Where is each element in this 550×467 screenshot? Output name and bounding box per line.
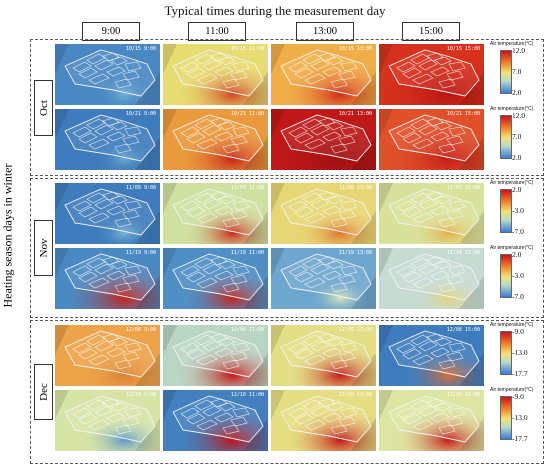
- thermal-map: 12/10 13:00: [271, 390, 376, 451]
- colorbar-tick-label: 2.0: [512, 153, 522, 162]
- month-label: Nov: [37, 238, 50, 258]
- map-timestamp: 10/21 13:00: [338, 111, 372, 117]
- map-timestamp: 12/08 13:00: [338, 327, 372, 333]
- legend-title: Air temperature(°C): [490, 106, 534, 112]
- month-label-box: Oct: [34, 79, 53, 136]
- month-group-dec: [30, 320, 544, 464]
- colorbar-tick-label: -3.0: [512, 271, 524, 280]
- thermal-map: 11/19 13:00: [271, 248, 376, 309]
- thermal-map: 11/09 15:00: [379, 183, 484, 244]
- legend-title: Air temperature(°C): [490, 322, 534, 328]
- thermal-map: 11/09 11:00: [163, 183, 268, 244]
- thermal-map: 12/08 15:00: [379, 325, 484, 386]
- colorbar-tick-label: 12.0: [512, 46, 526, 55]
- colorbar: [500, 189, 512, 233]
- colorbar-tick-label: 12.0: [512, 111, 526, 120]
- thermal-map: 10/21 11:00: [163, 109, 268, 170]
- colorbar: [500, 50, 512, 94]
- thermal-map: 12/08 13:00: [271, 325, 376, 386]
- map-timestamp: 11/19 9:00: [125, 250, 156, 256]
- time-header-2: 13:00: [296, 22, 354, 41]
- thermal-map: 10/21 9:00: [55, 109, 160, 170]
- colorbar-tick-label: -13.0: [512, 348, 528, 357]
- month-group-nov: [30, 178, 544, 318]
- legend-title: Air temperature(°C): [490, 387, 534, 393]
- month-label-box: Nov: [34, 220, 53, 276]
- map-timestamp: 12/10 11:00: [230, 392, 264, 398]
- month-group-oct: [30, 39, 544, 176]
- map-timestamp: 10/15 11:00: [230, 46, 264, 52]
- map-timestamp: 10/21 11:00: [230, 111, 264, 117]
- thermal-map: 12/08 9:00: [55, 325, 160, 386]
- thermal-map: 11/09 13:00: [271, 183, 376, 244]
- thermal-map: 10/15 9:00: [55, 44, 160, 105]
- map-timestamp: 10/21 15:00: [446, 111, 480, 117]
- map-timestamp: 11/19 11:00: [230, 250, 264, 256]
- thermal-map: 10/15 11:00: [163, 44, 268, 105]
- thermal-map: 11/09 9:00: [55, 183, 160, 244]
- thermal-map: 12/10 15:00: [379, 390, 484, 451]
- time-header-3: 15:00: [402, 22, 460, 41]
- colorbar-tick-label: -7.0: [512, 227, 524, 236]
- map-timestamp: 10/15 9:00: [125, 46, 156, 52]
- map-timestamp: 10/15 13:00: [338, 46, 372, 52]
- map-timestamp: 12/10 13:00: [338, 392, 372, 398]
- map-timestamp: 11/19 15:00: [446, 250, 480, 256]
- map-timestamp: 12/10 15:00: [446, 392, 480, 398]
- colorbar-tick-label: -17.7: [512, 434, 528, 443]
- map-timestamp: 11/09 13:00: [338, 185, 372, 191]
- colorbar-tick-label: -3.0: [512, 206, 524, 215]
- month-label: Dec: [37, 383, 50, 401]
- map-timestamp: 10/21 9:00: [125, 111, 156, 117]
- thermal-map: 12/08 11:00: [163, 325, 268, 386]
- colorbar-tick-label: -17.7: [512, 369, 528, 378]
- thermal-map: 11/19 11:00: [163, 248, 268, 309]
- legend-title: Air temperature(°C): [490, 245, 534, 251]
- map-timestamp: 11/19 13:00: [338, 250, 372, 256]
- colorbar-tick-label: -13.0: [512, 413, 528, 422]
- month-label: Oct: [37, 99, 50, 116]
- colorbar-tick-label: 7.0: [512, 132, 522, 141]
- legend-title: Air temperature(°C): [490, 41, 534, 47]
- thermal-map: 11/19 9:00: [55, 248, 160, 309]
- colorbar-tick-label: 7.0: [512, 67, 522, 76]
- thermal-map: 10/21 15:00: [379, 109, 484, 170]
- thermal-map: 10/15 15:00: [379, 44, 484, 105]
- colorbar: [500, 396, 512, 440]
- legend-title: Air temperature(°C): [490, 180, 534, 186]
- time-header-1: 11:00: [188, 22, 246, 41]
- month-label-box: Dec: [34, 364, 53, 420]
- thermal-map: 10/21 13:00: [271, 109, 376, 170]
- figure-title: Typical times during the measurement day: [164, 3, 386, 18]
- thermal-map: 12/10 11:00: [163, 390, 268, 451]
- y-axis-label: Heating season days in winter: [0, 163, 15, 308]
- colorbar-tick-label: 2.0: [512, 88, 522, 97]
- colorbar: [500, 115, 512, 159]
- map-timestamp: 12/08 15:00: [446, 327, 480, 333]
- colorbar: [500, 331, 512, 375]
- map-timestamp: 11/09 11:00: [230, 185, 264, 191]
- thermal-map: 10/15 13:00: [271, 44, 376, 105]
- colorbar-tick-label: -9.0: [512, 392, 524, 401]
- thermal-map: 11/19 15:00: [379, 248, 484, 309]
- time-header-0: 9:00: [82, 22, 140, 41]
- map-timestamp: 11/09 9:00: [125, 185, 156, 191]
- colorbar: [500, 254, 512, 298]
- colorbar-tick-label: -7.0: [512, 292, 524, 301]
- map-timestamp: 12/08 9:00: [125, 327, 156, 333]
- thermal-map: 12/10 9:00: [55, 390, 160, 451]
- map-timestamp: 11/09 15:00: [446, 185, 480, 191]
- colorbar-tick-label: 2.0: [512, 185, 522, 194]
- map-timestamp: 12/08 11:00: [230, 327, 264, 333]
- map-timestamp: 10/15 15:00: [446, 46, 480, 52]
- colorbar-tick-label: 2.0: [512, 250, 522, 259]
- colorbar-tick-label: -9.0: [512, 327, 524, 336]
- map-timestamp: 12/10 9:00: [125, 392, 156, 398]
